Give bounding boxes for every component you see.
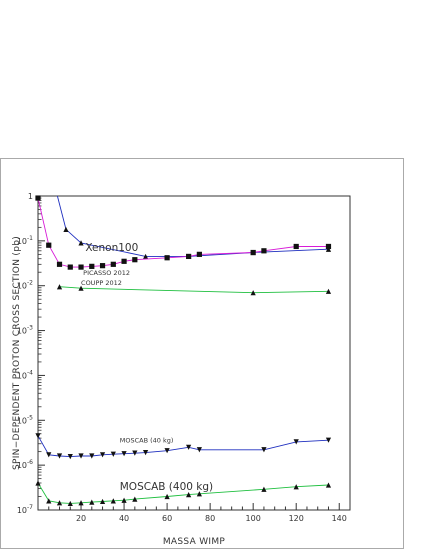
data-point <box>56 261 63 267</box>
data-point <box>164 448 170 454</box>
y-tick-label: 10-1 <box>17 235 33 246</box>
y-tick-label: 10-4 <box>17 369 33 380</box>
data-point <box>110 261 116 267</box>
data-point <box>89 263 95 269</box>
data-point <box>67 264 73 270</box>
data-point <box>196 251 202 257</box>
data-point <box>186 492 192 498</box>
data-point <box>325 288 332 294</box>
data-point <box>63 226 69 233</box>
x-tick-label: 60 <box>162 514 172 523</box>
data-point <box>325 246 332 252</box>
data-point <box>132 496 138 502</box>
data-point <box>78 240 84 246</box>
data-point <box>261 486 267 492</box>
series-layer <box>35 195 332 507</box>
annotations: Xenon100 PICASSO 2012 COUPP 2012 MOSCAB (40… <box>81 242 213 493</box>
data-point <box>35 433 41 439</box>
data-point <box>186 444 192 450</box>
x-tick-label: 120 <box>289 514 304 523</box>
data-point <box>99 263 106 269</box>
data-point <box>99 452 106 458</box>
annotation-label: MOSCAB (40 kg) <box>120 436 174 444</box>
data-point <box>89 453 95 459</box>
series-moscab-400-kg <box>35 480 332 507</box>
data-point <box>67 454 73 460</box>
data-point <box>99 498 106 505</box>
data-point <box>142 253 149 260</box>
data-point <box>121 451 127 457</box>
data-point <box>46 242 52 248</box>
y-tick-label: 10-3 <box>17 325 33 336</box>
data-point <box>110 451 116 457</box>
x-tick-label: 40 <box>119 514 129 523</box>
series-line <box>59 286 329 294</box>
x-tick-label: 20 <box>76 514 86 523</box>
data-point <box>46 452 52 458</box>
x-axis-title: MASSA WIMP <box>163 537 226 547</box>
data-point <box>78 285 84 291</box>
y-axis-title: SPIN−DEPENDENT PROTON CROSS SECTION (pb) <box>12 236 22 470</box>
x-tick-label: 100 <box>246 514 261 523</box>
data-point <box>35 195 41 201</box>
data-point <box>293 484 299 490</box>
data-point <box>325 482 332 488</box>
data-point <box>46 498 52 504</box>
data-point <box>261 248 267 254</box>
annotation-label: PICASSO 2012 <box>83 269 130 277</box>
data-point <box>121 497 127 503</box>
data-point <box>110 498 116 504</box>
data-point <box>56 284 63 290</box>
data-point <box>67 500 73 507</box>
data-point <box>132 450 138 456</box>
series-moscab-40-kg <box>35 433 332 460</box>
data-point <box>121 258 127 264</box>
data-point <box>325 243 332 250</box>
y-tick-label: 10-6 <box>17 459 33 470</box>
data-point <box>78 453 84 459</box>
y-tick-label: 1 <box>28 192 33 201</box>
annotation-label: COUPP 2012 <box>81 279 122 287</box>
y-tick-label: 10-5 <box>17 414 33 425</box>
plot-frame <box>37 195 351 511</box>
x-tick-label: 80 <box>205 514 215 523</box>
data-point <box>56 453 63 459</box>
data-point <box>132 257 138 263</box>
data-point <box>78 500 84 506</box>
data-point <box>325 437 332 443</box>
data-point <box>293 243 299 250</box>
data-point <box>164 493 170 500</box>
data-point <box>142 450 149 456</box>
data-point <box>35 480 41 486</box>
y-tick-label: 10-7 <box>17 504 33 515</box>
annotation-label: MOSCAB (400 kg) <box>120 481 213 493</box>
data-point <box>78 264 84 270</box>
series-picasso-2012 <box>35 195 332 270</box>
data-point <box>56 500 63 506</box>
data-point <box>250 290 256 296</box>
data-point <box>261 447 267 453</box>
data-point <box>196 491 202 497</box>
series-line <box>37 482 329 504</box>
y-tick-label: 10-2 <box>17 280 33 291</box>
axes: 20 40 60 80 100 120 140 10-7 10-6 10-5 10-4 10-3 10-… <box>17 192 347 523</box>
figure-frame <box>0 158 404 549</box>
data-point <box>89 499 95 505</box>
annotation-label: Xenon100 <box>85 242 138 254</box>
data-point <box>293 439 299 445</box>
data-point <box>250 249 256 256</box>
series-line <box>37 197 329 268</box>
series-coupp-2012 <box>56 284 332 296</box>
x-tick-label: 140 <box>332 514 347 523</box>
data-point <box>164 255 170 261</box>
data-point <box>196 447 202 453</box>
data-point <box>186 253 192 260</box>
